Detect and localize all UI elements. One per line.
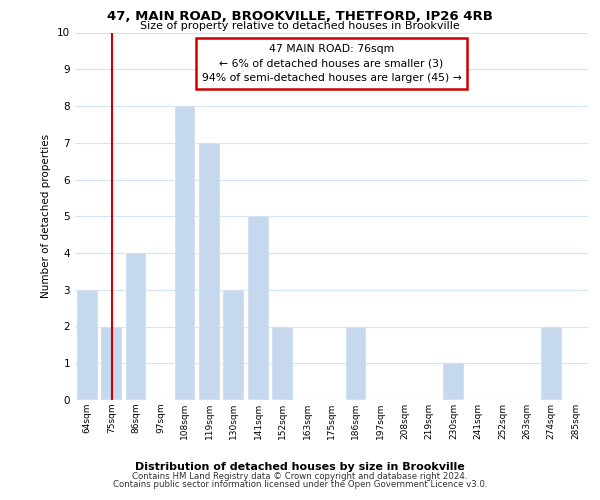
Bar <box>346 326 367 400</box>
Text: Contains public sector information licensed under the Open Government Licence v3: Contains public sector information licen… <box>113 480 487 489</box>
Text: Distribution of detached houses by size in Brookville: Distribution of detached houses by size … <box>135 462 465 472</box>
Text: Contains HM Land Registry data © Crown copyright and database right 2024.: Contains HM Land Registry data © Crown c… <box>132 472 468 481</box>
Bar <box>272 326 293 400</box>
Bar <box>248 216 269 400</box>
Bar <box>223 290 244 400</box>
Bar <box>101 326 122 400</box>
Bar <box>443 363 464 400</box>
Text: 47, MAIN ROAD, BROOKVILLE, THETFORD, IP26 4RB: 47, MAIN ROAD, BROOKVILLE, THETFORD, IP2… <box>107 10 493 23</box>
Text: 47 MAIN ROAD: 76sqm
← 6% of detached houses are smaller (3)
94% of semi-detached: 47 MAIN ROAD: 76sqm ← 6% of detached hou… <box>202 44 461 83</box>
Text: Size of property relative to detached houses in Brookville: Size of property relative to detached ho… <box>140 21 460 31</box>
Bar <box>77 290 98 400</box>
Bar <box>541 326 562 400</box>
Y-axis label: Number of detached properties: Number of detached properties <box>41 134 52 298</box>
Bar <box>175 106 196 400</box>
Bar <box>125 253 146 400</box>
Bar <box>199 143 220 400</box>
